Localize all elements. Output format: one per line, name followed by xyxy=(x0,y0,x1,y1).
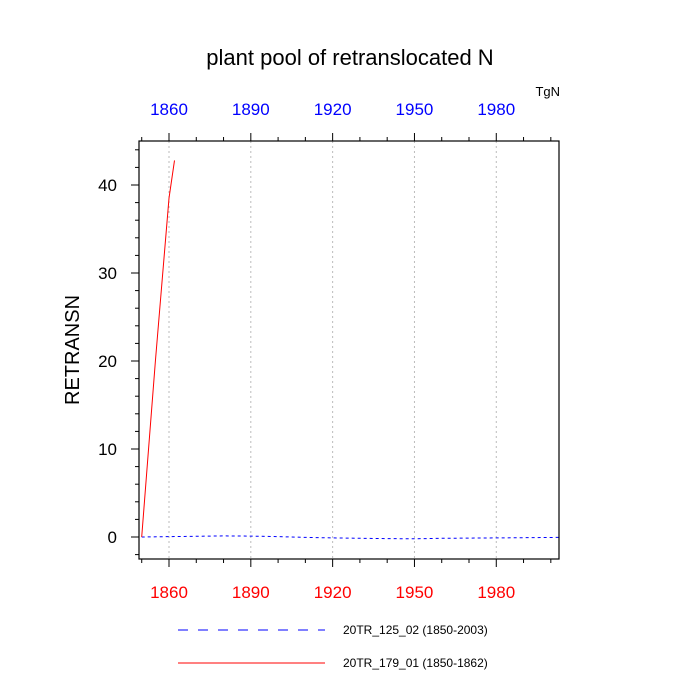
x-tick-label-top: 1980 xyxy=(477,100,515,119)
x-tick-label-bottom: 1950 xyxy=(396,583,434,602)
x-tick-label-top: 1890 xyxy=(232,100,270,119)
series-lines xyxy=(141,160,560,540)
x-tick-label-bottom: 1860 xyxy=(150,583,188,602)
y-tick-label: 30 xyxy=(98,264,117,283)
legend-label: 20TR_125_02 (1850-2003) xyxy=(343,623,488,637)
x-tick-label-top: 1920 xyxy=(314,100,352,119)
y-tick-label: 20 xyxy=(98,352,117,371)
y-tick-label: 0 xyxy=(108,528,117,547)
x-tick-label-top: 1950 xyxy=(396,100,434,119)
x-tick-label-bottom: 1920 xyxy=(314,583,352,602)
series-line xyxy=(141,160,175,538)
grid-lines xyxy=(168,141,497,559)
axes: 1860 1860 1890 1890 1920 1920 1950 1950 1980 1980… xyxy=(98,100,560,602)
legend-label: 20TR_179_01 (1850-1862) xyxy=(343,656,488,670)
plot-frame xyxy=(138,140,560,560)
y-axis-label: RETRANSN xyxy=(62,295,84,405)
series-line xyxy=(141,535,560,540)
y-tick-label: 40 xyxy=(98,176,117,195)
x-tick-label-bottom: 1980 xyxy=(477,583,515,602)
x-tick-label-bottom: 1890 xyxy=(232,583,270,602)
legend: 20TR_125_02 (1850-2003) 20TR_179_01 (1850… xyxy=(178,623,488,670)
units-label: TgN xyxy=(535,84,560,99)
chart-title: plant pool of retranslocated N xyxy=(206,45,493,70)
x-tick-label-top: 1860 xyxy=(150,100,188,119)
y-tick-label: 10 xyxy=(98,440,117,459)
